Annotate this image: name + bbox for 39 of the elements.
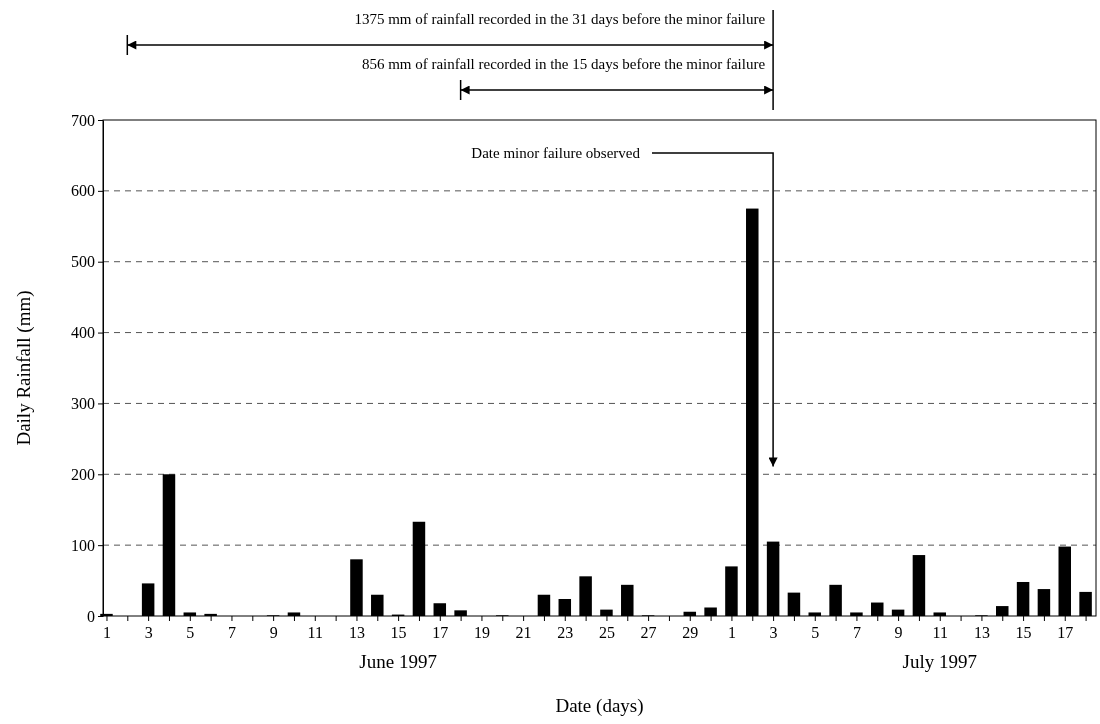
y-tick-label: 400 [71,324,95,342]
x-tick-label: 13 [348,624,365,642]
text: June 1997 [359,651,437,672]
x-tick-label: 5 [811,624,820,642]
x-tick-label: 25 [598,624,615,642]
y-axis-title: Daily Rainfall (mm) [13,290,35,446]
x-tick-label: 23 [557,624,574,642]
y-tick-label: 600 [71,182,95,200]
y-tick-label: 200 [71,465,95,483]
x-tick-label: 1 [102,624,111,642]
x-tick-label: 15 [1015,624,1032,642]
y-tick-label: 100 [71,536,95,554]
x-tick-label: 15 [390,624,407,642]
text: 856 mm of rainfall recorded in the 15 days before the minor failure [361,56,766,72]
x-tick-label: 21 [515,624,532,642]
x-tick-label: 27 [640,624,657,642]
y-tick-label: 300 [71,395,95,413]
x-tick-label: 5 [186,624,195,642]
x-tick-label: 3 [144,624,153,642]
x-tick-label: 7 [852,624,861,642]
x-tick-label: 11 [307,624,323,642]
x-tick-label: 19 [473,624,490,642]
annotation: Date minor failure observed [471,145,641,161]
x-tick-label: 1 [727,624,736,642]
text: July 1997 [902,651,977,672]
x-tick-label: 9 [269,624,278,642]
x-tick-label: 3 [769,624,778,642]
y-tick-label: 500 [71,253,95,271]
text: 1375 mm of rainfall recorded in the 31 days before the minor failure [354,11,766,27]
x-tick-label: 13 [973,624,990,642]
x-tick-label: 17 [1057,624,1074,642]
x-tick-label: 11 [932,624,948,642]
y-tick-label: 700 [71,111,95,129]
x-tick-label: 29 [682,624,699,642]
x-tick-label: 9 [894,624,903,642]
x-tick-label: 17 [432,624,449,642]
y-tick-label: 0 [87,607,95,625]
x-axis-title: Date (days) [555,695,644,717]
x-tick-label: 7 [227,624,236,642]
